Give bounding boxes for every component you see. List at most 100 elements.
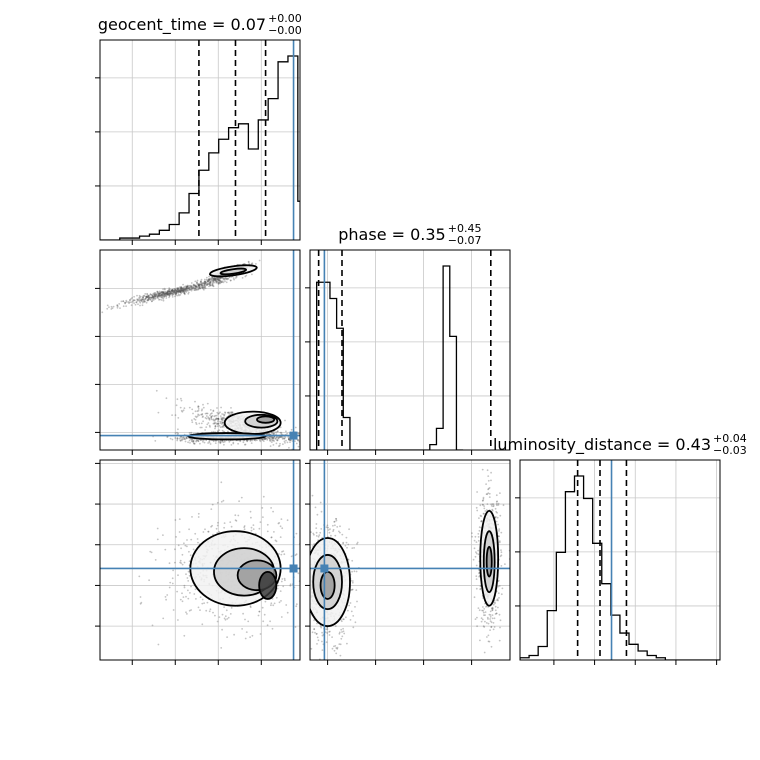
sample-point: [151, 300, 153, 303]
sample-point: [196, 410, 199, 413]
sample-point: [148, 294, 151, 297]
sample-point: [270, 438, 273, 441]
sample-point: [191, 287, 194, 290]
sample-point: [222, 277, 224, 279]
sample-point: [264, 437, 267, 440]
sample-point: [219, 442, 222, 445]
sample-point: [275, 596, 278, 599]
sample-point: [197, 287, 200, 290]
sample-point: [185, 287, 188, 290]
sample-point: [196, 288, 199, 291]
sample-point: [139, 304, 141, 307]
sample-point: [136, 298, 139, 301]
sample-point: [179, 289, 181, 292]
sample-point: [208, 417, 211, 420]
sample-point: [213, 278, 216, 281]
sample-point: [187, 285, 189, 287]
sample-point: [182, 596, 185, 598]
sample-point: [206, 284, 208, 286]
sample-point: [154, 559, 157, 561]
sample-point: [142, 296, 144, 299]
sample-point: [216, 407, 218, 409]
sample-point: [316, 636, 319, 639]
sample-point: [174, 288, 176, 291]
sample-point: [334, 625, 337, 627]
sample-point: [198, 422, 201, 425]
sample-point: [256, 439, 258, 442]
sample-point: [315, 523, 318, 525]
sample-point: [305, 435, 307, 437]
sample-point: [116, 304, 119, 306]
sample-point: [154, 295, 157, 298]
sample-point: [139, 299, 142, 302]
sample-point: [261, 507, 264, 509]
sample-point: [294, 440, 296, 442]
sample-point: [339, 654, 342, 657]
sample-point: [176, 287, 178, 289]
sample-point: [197, 606, 200, 609]
sample-point: [285, 604, 288, 606]
sample-point: [495, 510, 498, 513]
sample-point: [211, 284, 214, 287]
sample-point: [181, 600, 184, 603]
sample-point: [495, 502, 498, 505]
sample-point: [305, 560, 307, 562]
sample-point: [171, 289, 173, 292]
sample-point: [237, 442, 240, 445]
sample-point: [176, 287, 179, 290]
sample-point: [488, 487, 491, 489]
sample-point: [210, 525, 213, 528]
sample-point: [183, 407, 186, 410]
sample-point: [209, 279, 212, 281]
sample-point: [180, 562, 183, 564]
sample-point: [244, 637, 247, 640]
sample-point: [144, 297, 147, 300]
sample-point: [154, 295, 156, 297]
sample-point: [500, 565, 503, 567]
sample-point: [244, 275, 247, 278]
sample-point: [221, 422, 224, 424]
sample-point: [329, 665, 331, 667]
sample-point: [191, 438, 194, 441]
sample-point: [301, 541, 303, 543]
sample-point: [196, 439, 198, 441]
sample-point: [166, 292, 169, 295]
sample-point: [176, 439, 179, 442]
sample-point: [174, 437, 177, 439]
sample-point: [182, 287, 185, 290]
sample-point: [313, 543, 316, 545]
sample-point: [225, 609, 228, 612]
sample-point: [264, 437, 267, 440]
sample-point: [179, 289, 182, 292]
sample-point: [153, 292, 156, 294]
sample-point: [214, 425, 217, 427]
sample-point: [493, 626, 496, 628]
sample-point: [213, 279, 215, 282]
sample-point: [279, 436, 282, 438]
sample-point: [201, 284, 204, 287]
sample-point: [315, 531, 318, 534]
sample-point: [478, 568, 480, 571]
sample-point: [275, 436, 278, 439]
sample-point: [247, 261, 250, 264]
sample-point: [288, 439, 291, 441]
sample-point: [158, 292, 161, 295]
sample-point: [478, 575, 481, 578]
sample-point: [149, 550, 152, 553]
sample-point: [220, 481, 223, 484]
sample-point: [217, 418, 220, 420]
sample-point: [218, 424, 221, 427]
sample-point: [223, 522, 226, 524]
sample-point: [263, 437, 265, 440]
sample-point: [492, 603, 495, 606]
sample-point: [175, 291, 178, 293]
sample-point: [193, 284, 195, 287]
sample-point: [272, 437, 275, 439]
sample-point: [184, 440, 187, 443]
sample-point: [280, 431, 283, 434]
sample-point: [165, 598, 168, 601]
sample-point: [479, 504, 482, 507]
sample-point: [331, 647, 334, 650]
sample-point: [480, 520, 483, 523]
sample-point: [229, 521, 232, 523]
